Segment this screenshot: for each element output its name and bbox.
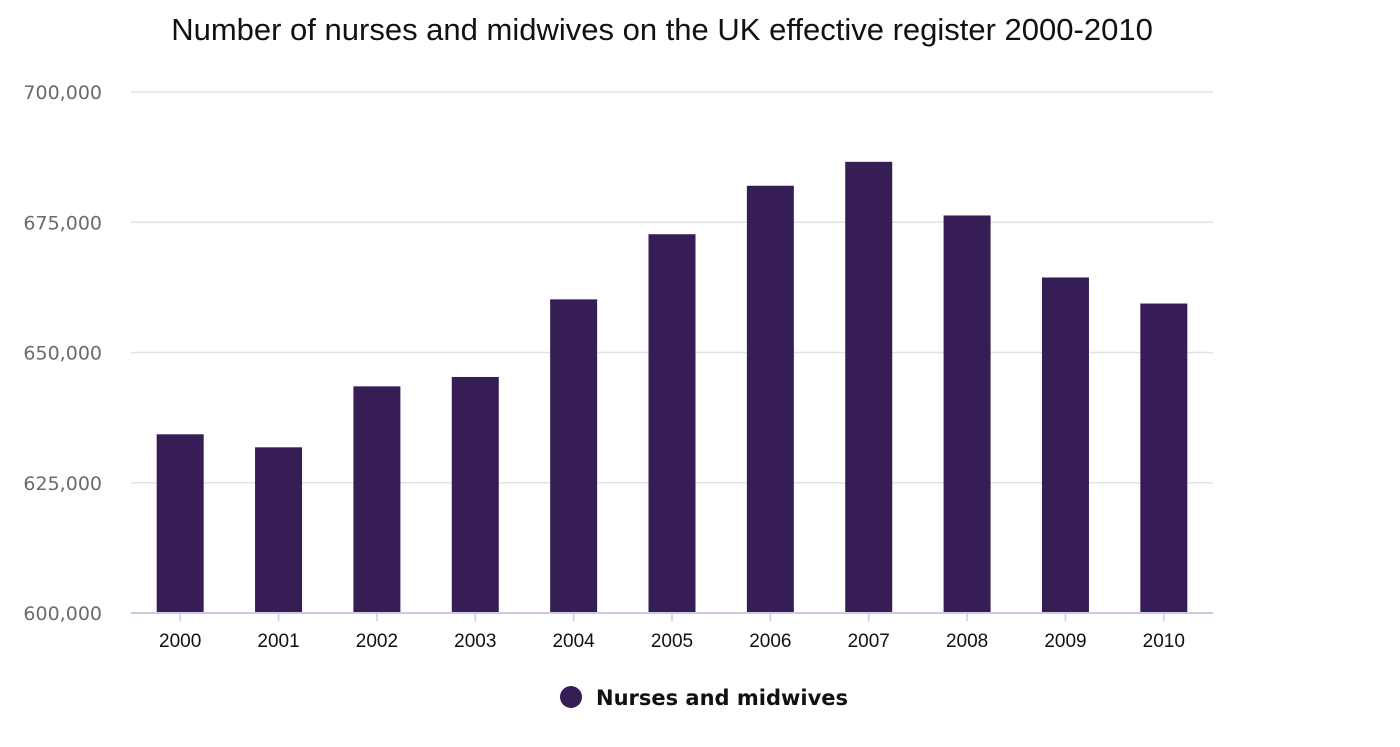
bar[interactable] xyxy=(353,386,401,613)
x-axis xyxy=(131,612,1213,621)
y-axis-tick-labels: 600,000 625,000 650,000 675,000 700,000 xyxy=(23,82,102,625)
x-tick-label: 2005 xyxy=(651,631,693,652)
bar[interactable] xyxy=(845,161,893,613)
y-tick-label: 625,000 xyxy=(23,473,102,495)
bar[interactable] xyxy=(451,376,499,613)
x-tick-label: 2010 xyxy=(1143,631,1185,652)
bar[interactable] xyxy=(1140,303,1188,613)
bar[interactable] xyxy=(746,185,794,613)
x-axis-tick-labels: 2000 2001 2002 2003 2004 2005 2006 2007 2008 2009… xyxy=(159,631,1185,652)
x-tick-label: 2000 xyxy=(159,631,201,652)
x-tick-label: 2006 xyxy=(749,631,791,652)
y-tick-label: 600,000 xyxy=(23,603,102,625)
bar[interactable] xyxy=(550,299,598,613)
legend[interactable]: Nurses and midwives xyxy=(560,686,848,710)
bar[interactable] xyxy=(943,215,991,614)
y-tick-label: 675,000 xyxy=(23,212,102,234)
x-tick-label: 2001 xyxy=(257,631,299,652)
bar[interactable] xyxy=(1041,277,1089,613)
x-tick-label: 2007 xyxy=(848,631,890,652)
y-tick-label: 650,000 xyxy=(23,343,102,365)
legend-marker xyxy=(560,686,582,708)
bar[interactable] xyxy=(255,447,303,613)
x-tick-label: 2008 xyxy=(946,631,988,652)
legend-label: Nurses and midwives xyxy=(596,686,848,710)
y-tick-label: 700,000 xyxy=(23,82,102,104)
bars xyxy=(156,161,1188,614)
x-tick-label: 2004 xyxy=(552,631,595,652)
chart-title: Number of nurses and midwives on the UK … xyxy=(171,12,1153,47)
x-tick-label: 2003 xyxy=(454,631,496,652)
x-tick-label: 2009 xyxy=(1044,631,1086,652)
bar[interactable] xyxy=(648,234,696,613)
x-tick-label: 2002 xyxy=(356,631,398,652)
bar[interactable] xyxy=(156,434,204,613)
